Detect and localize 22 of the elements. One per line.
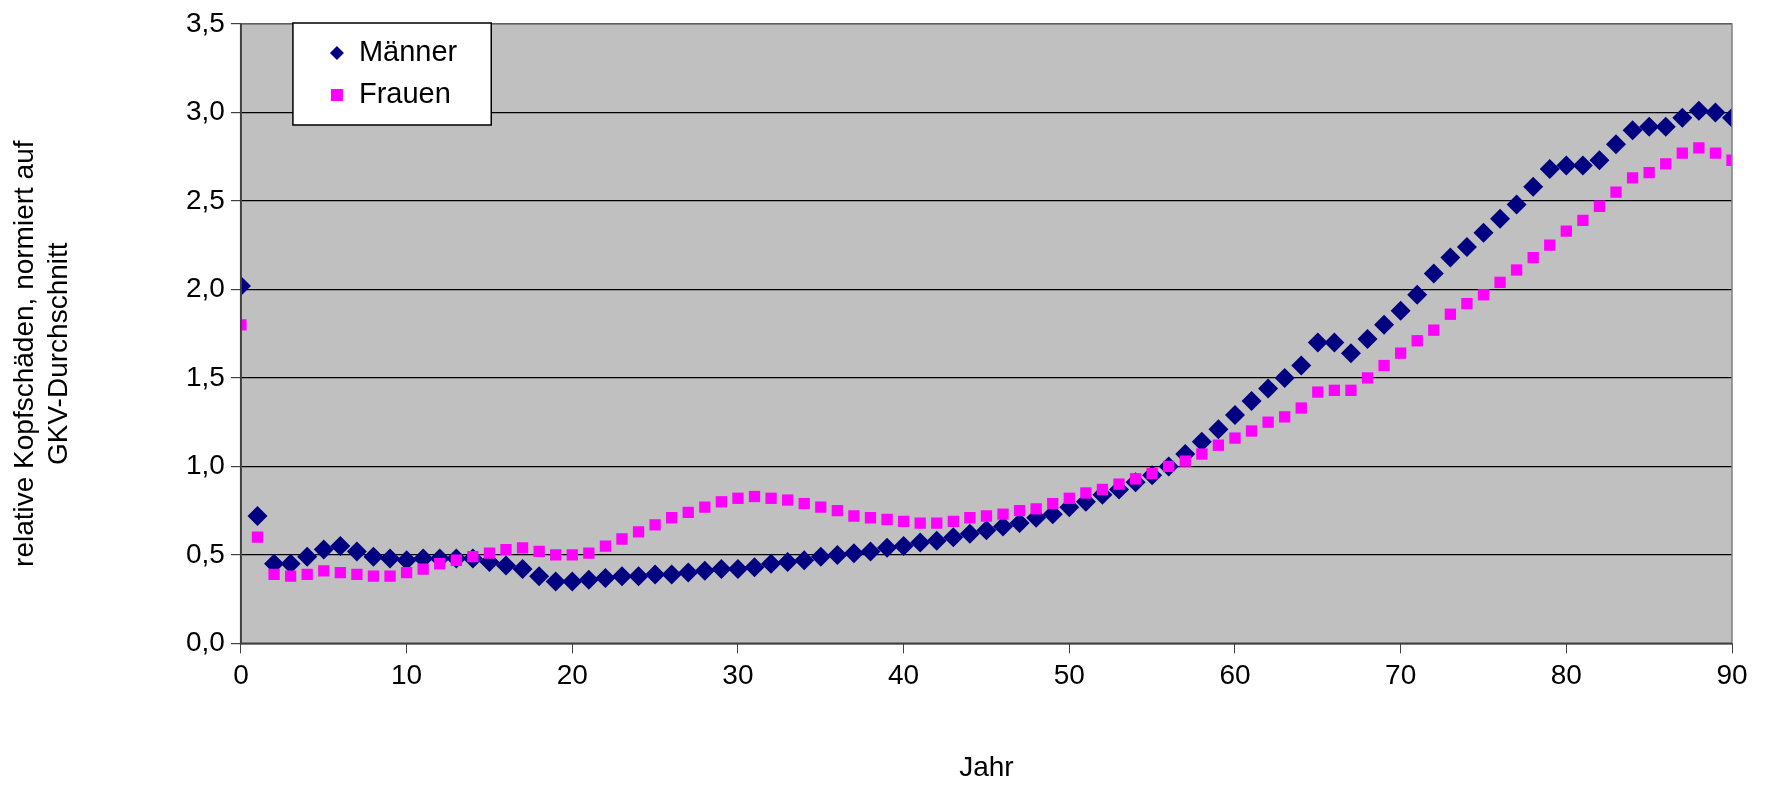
y-tick-label: 1,5	[185, 360, 225, 392]
y-tick-label: 0,0	[185, 626, 225, 658]
x-tick-label: 70	[1385, 658, 1417, 690]
y-tick-label: 2,5	[185, 183, 225, 215]
x-tick-label: 10	[391, 658, 423, 690]
y-tick-label: 1,0	[185, 449, 225, 481]
legend-label: Männer	[358, 35, 458, 67]
y-tick-label: 0,5	[185, 537, 225, 569]
y-tick-label: 3,5	[185, 6, 225, 38]
y-tick-label: 2,0	[185, 272, 225, 304]
x-tick-label: 90	[1716, 658, 1748, 690]
x-tick-label: 30	[722, 658, 754, 690]
x-tick-label: 20	[556, 658, 588, 690]
x-tick-label: 50	[1053, 658, 1085, 690]
x-axis-title: Jahr	[959, 750, 1014, 782]
x-tick-label: 0	[233, 658, 249, 690]
y-axis-title: relative Kopfschäden, normiert auf GKV-Durchschnitt	[7, 140, 73, 567]
y-tick-label: 3,0	[185, 95, 225, 127]
x-tick-label: 60	[1219, 658, 1251, 690]
x-tick-label: 40	[888, 658, 920, 690]
x-tick-label: 80	[1550, 658, 1582, 690]
legend-label: Frauen	[358, 77, 451, 109]
